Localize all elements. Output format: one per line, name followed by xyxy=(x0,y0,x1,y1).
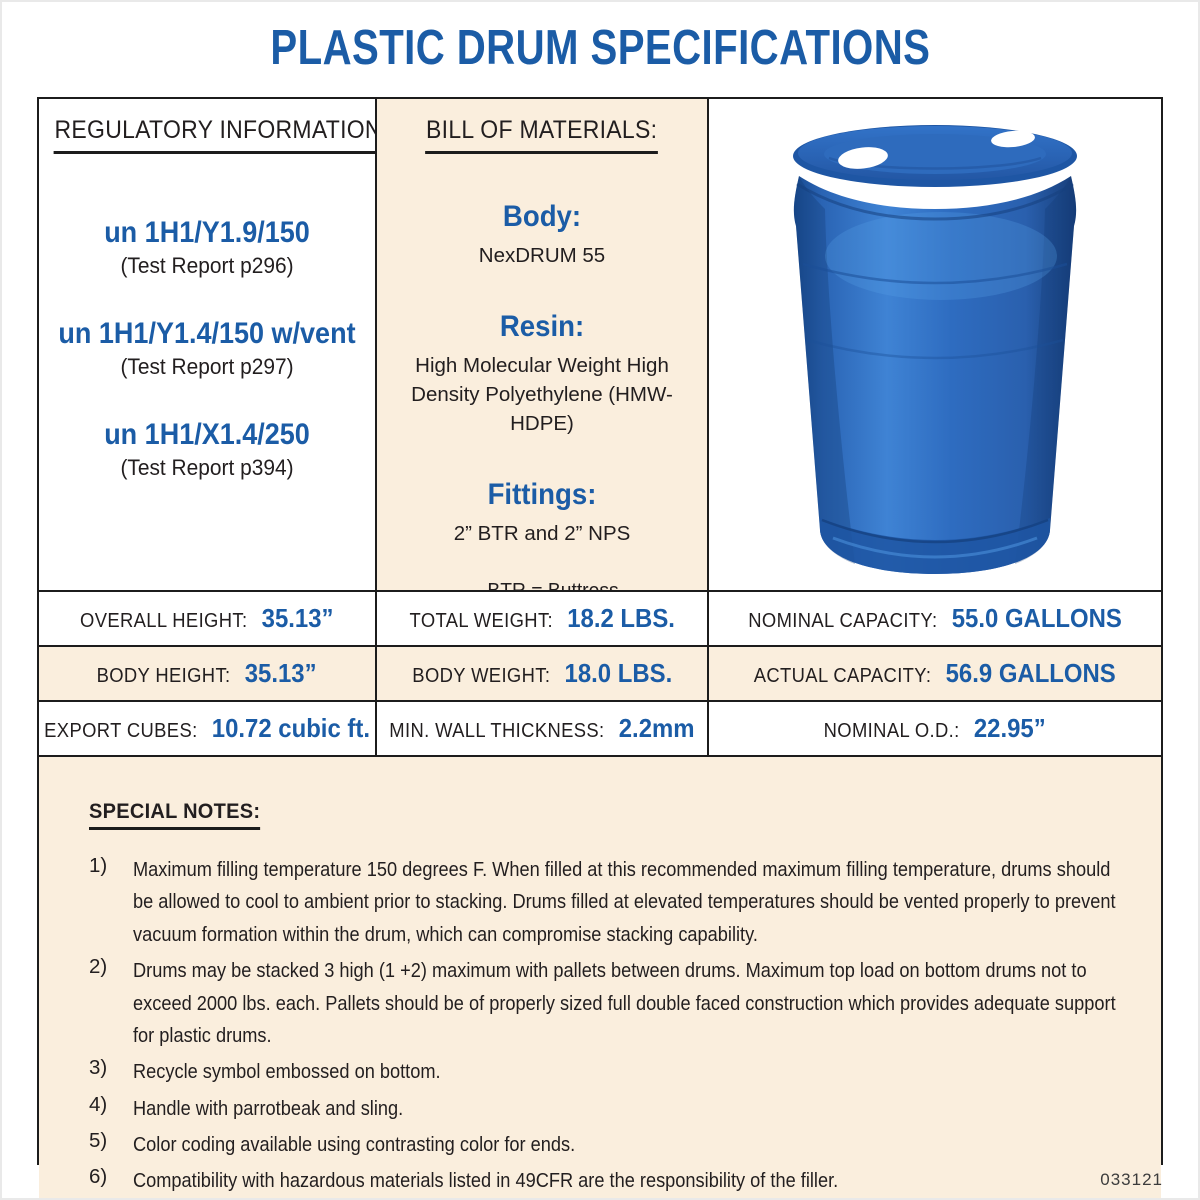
regulatory-heading: REGULATORY INFORMATION: xyxy=(53,116,375,154)
spec-value: 18.2 LBS. xyxy=(566,603,675,633)
note-number: 1) xyxy=(89,854,108,877)
note-text: Color coding available using contrasting… xyxy=(133,1133,576,1156)
spec-label: NOMINAL CAPACITY: xyxy=(748,610,938,632)
fittings-abbreviations: BTR = Buttress NPS = National Pipe Strai… xyxy=(388,575,707,590)
note-text: Compatibility with hazardous materials l… xyxy=(133,1169,839,1193)
test-report: (Test Report p296) xyxy=(120,253,294,278)
spec-label: OVERALL HEIGHT: xyxy=(80,610,248,632)
un-rating: un 1H1/Y1.4/150 w/vent xyxy=(58,317,356,350)
spec-label: BODY WEIGHT: xyxy=(412,665,551,687)
note-text: Maximum filling temperature 150 degrees … xyxy=(133,858,1116,946)
resin-value: High Molecular Weight High Density Polye… xyxy=(411,354,673,436)
drum-photo-panel xyxy=(707,99,1161,590)
spec-label: NOMINAL O.D.: xyxy=(823,720,960,742)
drum-ring-groove xyxy=(802,262,1068,285)
bom-resin-group: Resin: High Molecular Weight High Densit… xyxy=(377,310,707,438)
note-item: 1) Maximum filling temperature 150 degre… xyxy=(89,854,1161,951)
body-value: NexDRUM 55 xyxy=(478,244,606,267)
spec-label: MIN. WALL THICKNESS: xyxy=(389,720,605,742)
note-item: 3) Recycle symbol embossed on bottom. xyxy=(89,1056,1161,1088)
note-number: 6) xyxy=(89,1165,108,1189)
regulatory-entry: un 1H1/Y1.4/150 w/vent (Test Report p297… xyxy=(39,317,375,380)
spec-value: 22.95” xyxy=(974,713,1047,743)
spec-label: EXPORT CUBES: xyxy=(44,720,198,742)
un-rating: un 1H1/Y1.9/150 xyxy=(104,216,310,249)
document-number: 033121 xyxy=(1100,1170,1163,1189)
drum-chime-lip xyxy=(832,536,1038,559)
drum-ring-groove xyxy=(806,338,1064,360)
bill-of-materials-panel: BILL OF MATERIALS: Body: NexDRUM 55 Resi… xyxy=(375,99,707,590)
spec-table: REGULATORY INFORMATION: un 1H1/Y1.9/150 … xyxy=(37,97,1163,1198)
drum-shadow-left xyxy=(793,176,855,564)
drum-body xyxy=(793,176,1077,574)
note-text: Handle with parrotbeak and sling. xyxy=(133,1096,404,1120)
spec-value: 56.9 GALLONS xyxy=(945,658,1117,688)
btr-definition: BTR = Buttress xyxy=(388,575,707,590)
test-report: (Test Report p394) xyxy=(120,455,294,480)
drum-bung-rear xyxy=(991,130,1035,148)
resin-label: Resin: xyxy=(499,310,585,344)
spec-label: TOTAL WEIGHT: xyxy=(409,610,553,632)
note-item: 2) Drums may be stacked 3 high (1 +2) ma… xyxy=(89,955,1161,1052)
page-title: PLASTIC DRUM SPECIFICATIONS xyxy=(270,21,930,75)
spec-value: 35.13” xyxy=(245,658,317,688)
drum-highlight xyxy=(825,212,1057,300)
un-rating: un 1H1/X1.4/250 xyxy=(104,418,310,451)
regulatory-entry: un 1H1/X1.4/250 (Test Report p394) xyxy=(39,418,375,481)
spec-cell-overall-height: OVERALL HEIGHT: 35.13” xyxy=(39,590,375,645)
blue-drum-image xyxy=(793,125,1077,574)
spec-value: 2.2mm xyxy=(618,713,695,743)
spec-cell-body-height: BODY HEIGHT: 35.13” xyxy=(39,645,375,700)
drum-bung-front xyxy=(838,147,888,169)
regulatory-panel: REGULATORY INFORMATION: un 1H1/Y1.9/150 … xyxy=(39,99,375,590)
spec-label: ACTUAL CAPACITY: xyxy=(753,665,932,687)
drum-neck-shadow xyxy=(796,182,1074,221)
special-notes-heading: SPECIAL NOTES: xyxy=(89,799,261,830)
fittings-value: 2” BTR and 2” NPS xyxy=(453,522,631,546)
special-notes-list: 1) Maximum filling temperature 150 degre… xyxy=(89,854,1161,1198)
fittings-label: Fittings: xyxy=(487,478,597,512)
note-number: 2) xyxy=(89,955,108,979)
note-item: 5) Color coding available using contrast… xyxy=(89,1129,1161,1161)
drum-chime xyxy=(820,518,1050,574)
spec-cell-actual-capacity: ACTUAL CAPACITY: 56.9 GALLONS xyxy=(707,645,1161,700)
bill-of-materials-heading: BILL OF MATERIALS: xyxy=(425,116,659,154)
spec-cell-total-weight: TOTAL WEIGHT: 18.2 LBS. xyxy=(375,590,707,645)
spec-cell-nominal-capacity: NOMINAL CAPACITY: 55.0 GALLONS xyxy=(707,590,1161,645)
note-text: Drums may be stacked 3 high (1 +2) maxim… xyxy=(133,959,1116,1047)
body-label: Body: xyxy=(502,200,582,233)
spec-value: 35.13” xyxy=(261,603,334,633)
spec-value: 55.0 GALLONS xyxy=(951,603,1122,633)
note-number: 4) xyxy=(89,1092,108,1116)
note-item: 4) Handle with parrotbeak and sling. xyxy=(89,1093,1161,1125)
spec-cell-body-weight: BODY WEIGHT: 18.0 LBS. xyxy=(375,645,707,700)
page-title-wrap: PLASTIC DRUM SPECIFICATIONS xyxy=(0,20,1200,76)
drum-chime-line xyxy=(821,518,1049,544)
spec-value: 10.72 cubic ft. xyxy=(211,713,370,743)
spec-cell-nominal-od: NOMINAL O.D.: 22.95” xyxy=(707,700,1161,755)
note-number: 5) xyxy=(89,1129,108,1152)
spec-label: BODY HEIGHT: xyxy=(97,665,231,687)
spec-value: 18.0 LBS. xyxy=(564,658,672,688)
spec-cell-min-wall-thickness: MIN. WALL THICKNESS: 2.2mm xyxy=(375,700,707,755)
drum-shadow-right xyxy=(1015,176,1077,564)
bom-body-group: Body: NexDRUM 55 xyxy=(377,200,707,270)
note-item: 6) Compatibility with hazardous material… xyxy=(89,1165,1161,1197)
test-report: (Test Report p297) xyxy=(120,354,294,379)
note-text: Recycle symbol embossed on bottom. xyxy=(133,1060,441,1084)
special-notes-section: SPECIAL NOTES: 1) Maximum filling temper… xyxy=(39,755,1161,1198)
bom-fittings-group: Fittings: 2” BTR and 2” NPS BTR = Buttre… xyxy=(377,478,707,590)
spec-cell-export-cubes: EXPORT CUBES: 10.72 cubic ft. xyxy=(39,700,375,755)
note-number: 3) xyxy=(89,1056,108,1080)
regulatory-entry: un 1H1/Y1.9/150 (Test Report p296) xyxy=(39,216,375,279)
